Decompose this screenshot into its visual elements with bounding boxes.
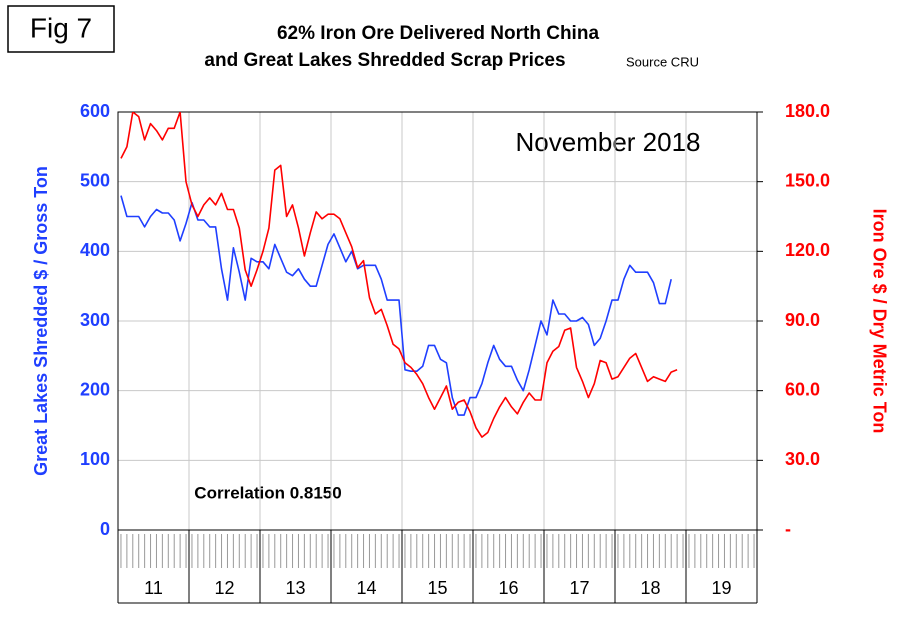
chart-subtitle: and Great Lakes Shredded Scrap Prices [204,50,565,71]
series-line [120,195,672,416]
x-tick-label: 16 [498,578,518,598]
y2-tick-label: 150.0 [785,170,830,190]
x-tick-label: 14 [356,578,376,598]
y2-tick-label: 60.0 [785,379,820,399]
x-tick-label: 11 [144,578,163,598]
x-tick-label: 13 [285,578,305,598]
y2-tick-label: 30.0 [785,449,820,469]
y-tick-label: 400 [80,240,110,260]
y2-tick-label: - [785,519,791,539]
x-tick-label: 19 [711,578,731,598]
series-line [120,112,678,438]
y-axis-label: Great Lakes Shredded $ / Gross Ton [31,166,51,476]
y-tick-label: 300 [80,310,110,330]
y2-axis-label: Iron Ore $ / Dry Metric Ton [869,209,889,434]
x-tick-label: 18 [640,578,660,598]
plot-frame [117,111,758,531]
x-tick-label: 15 [427,578,447,598]
x-tick-label: 12 [214,578,234,598]
fig-label-box [7,5,115,53]
annotation: Correlation 0.8150 [194,483,341,502]
y2-tick-label: 180.0 [785,101,830,121]
annotation: November 2018 [516,127,701,157]
y-tick-label: 0 [100,519,110,539]
y-tick-label: 100 [80,449,110,469]
y-tick-label: 500 [80,170,110,190]
chart-title: 62% Iron Ore Delivered North China [277,23,599,44]
y2-tick-label: 90.0 [785,310,820,330]
fig-label: Fig 7 [30,12,92,43]
y-tick-label: 200 [80,379,110,399]
source: Source CRU [626,54,699,69]
y2-tick-label: 120.0 [785,240,830,260]
y-tick-label: 600 [80,101,110,121]
x-tick-label: 17 [569,578,589,598]
